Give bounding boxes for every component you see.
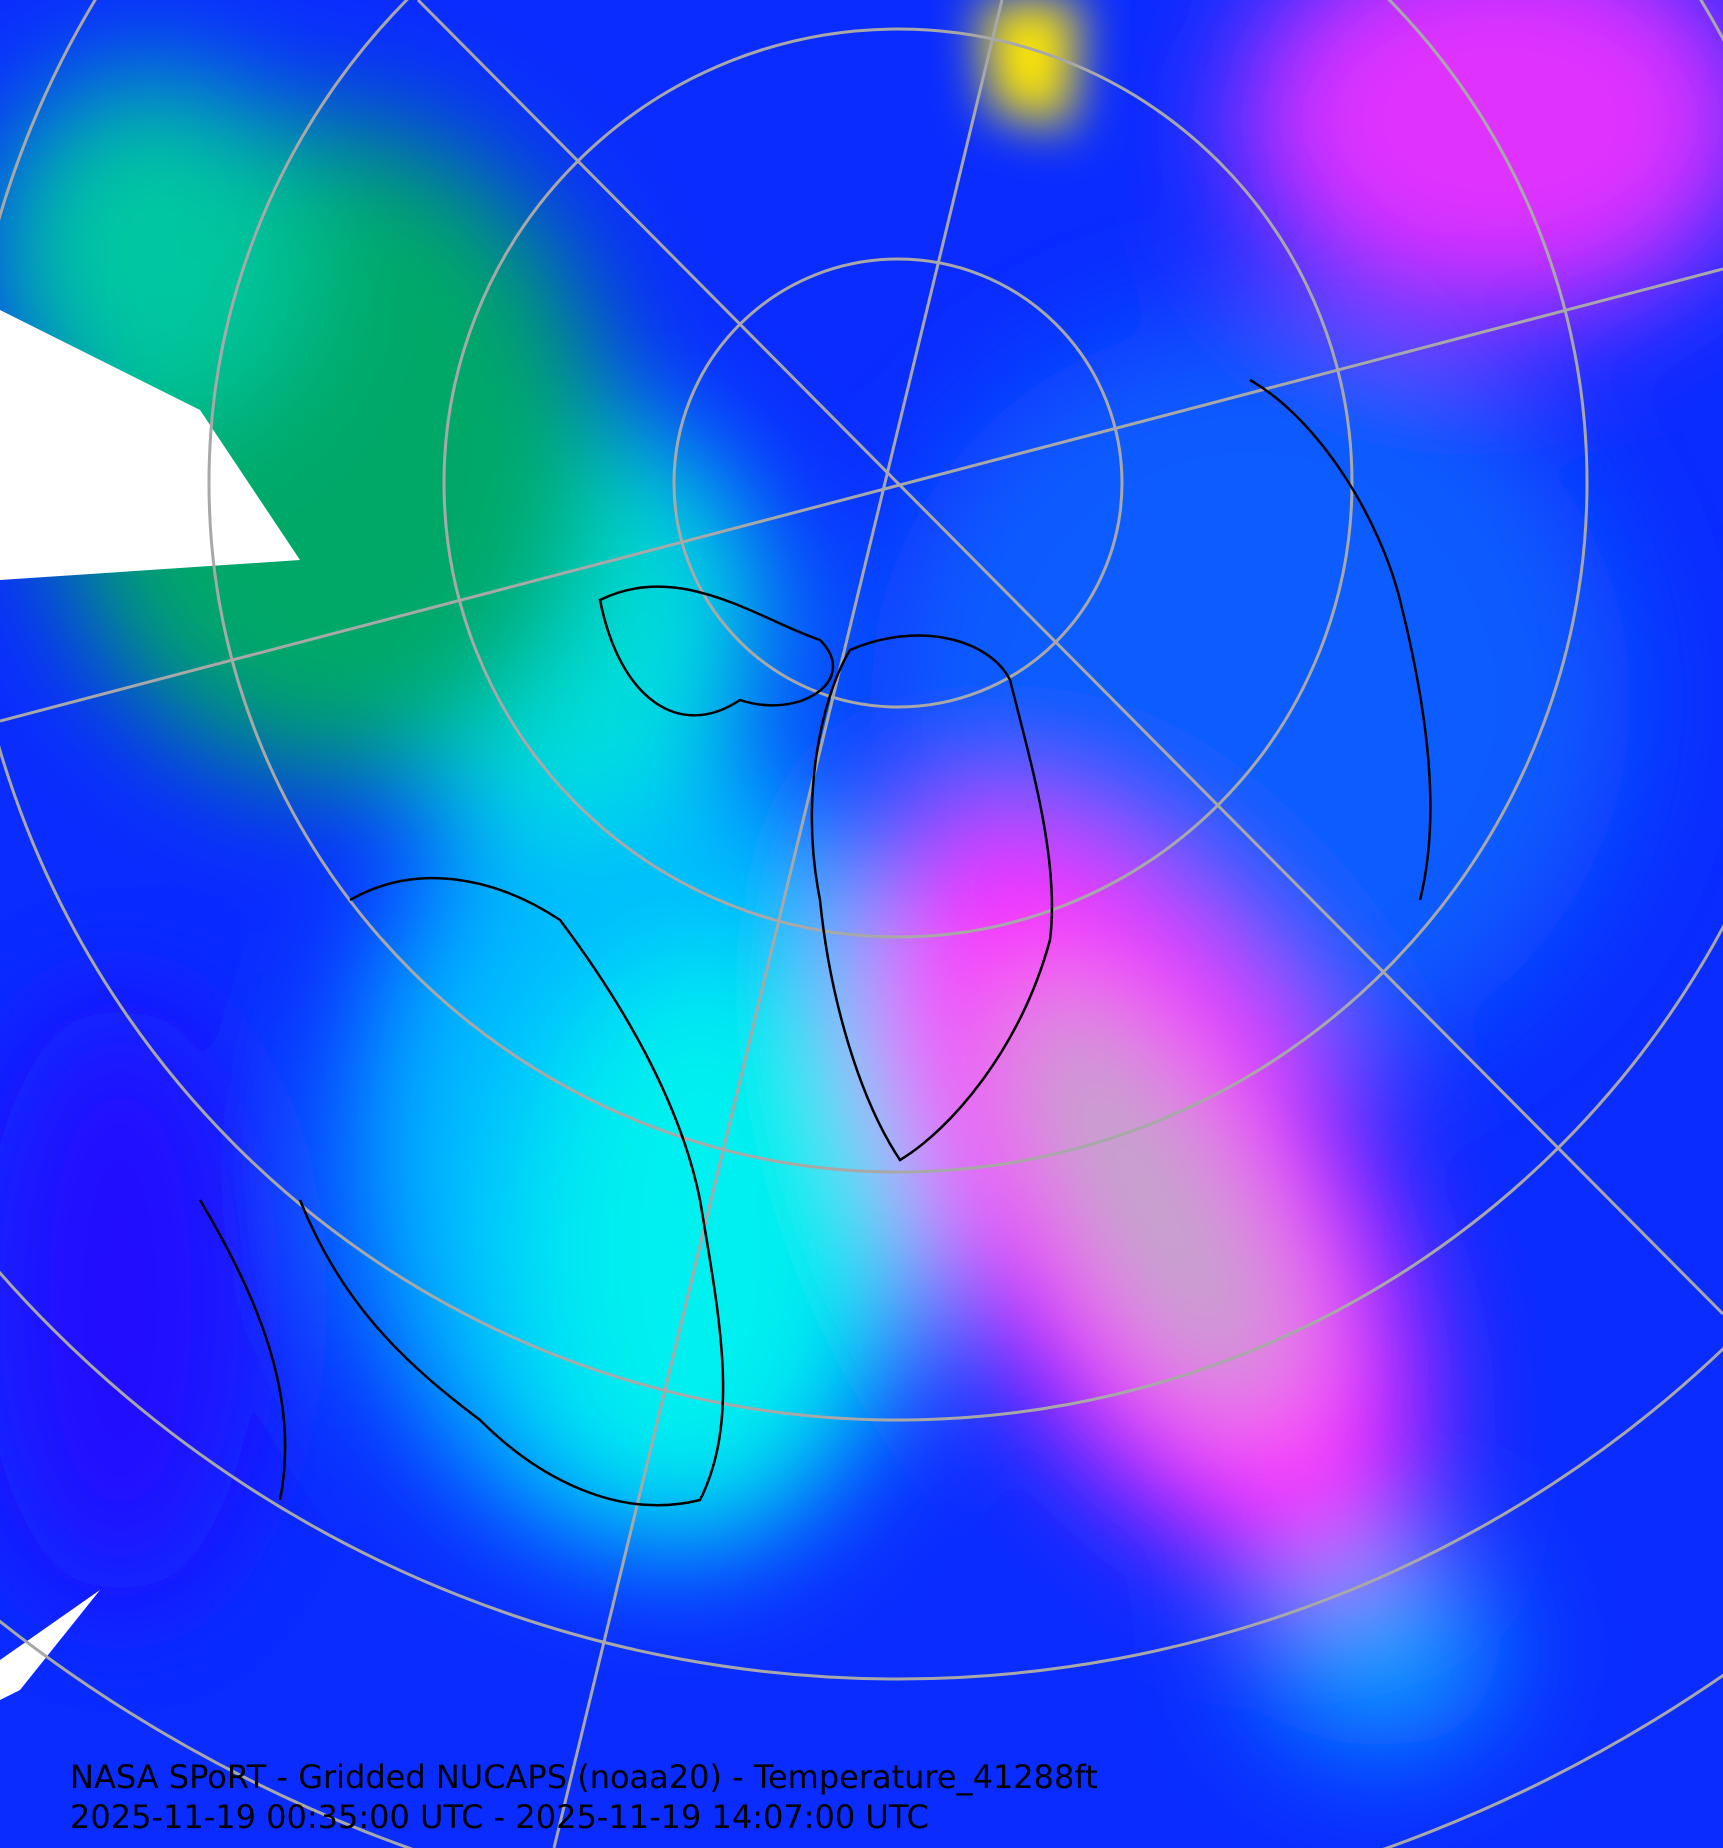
grey-band: [1002, 978, 1298, 1422]
latitude-circle: [672, 257, 1124, 709]
north-america-coast: [198, 1199, 287, 1501]
meridian-line: [0, 267, 1723, 723]
arctic-islands: [598, 585, 835, 717]
greenland-coast: [810, 634, 1054, 1162]
coastlines: [198, 378, 1432, 1507]
latitude-circle: [0, 1270, 1723, 1681]
meridian-line: [416, 0, 1723, 1316]
meridian-line: [552, 0, 1004, 1848]
no-data-region-sw: [0, 1590, 100, 1700]
latitude-circle: [0, 0, 1723, 1422]
yellow-region: [980, 0, 1080, 130]
canada-coast: [298, 876, 725, 1507]
no-data-region-west: [0, 310, 300, 580]
latitude-circle: [207, 0, 1589, 1174]
light-blue-spot: [1260, 1550, 1500, 1750]
latitude-circle: [442, 27, 1354, 939]
green-region-west: [0, 70, 310, 430]
map-title: NASA SPoRT - Gridded NUCAPS (noaa20) - T…: [70, 1758, 1098, 1796]
magenta-region-ne: [1240, 0, 1723, 320]
eurasia-coast: [1249, 378, 1432, 901]
time-range: 2025-11-19 00:35:00 UTC - 2025-11-19 14:…: [70, 1798, 929, 1836]
